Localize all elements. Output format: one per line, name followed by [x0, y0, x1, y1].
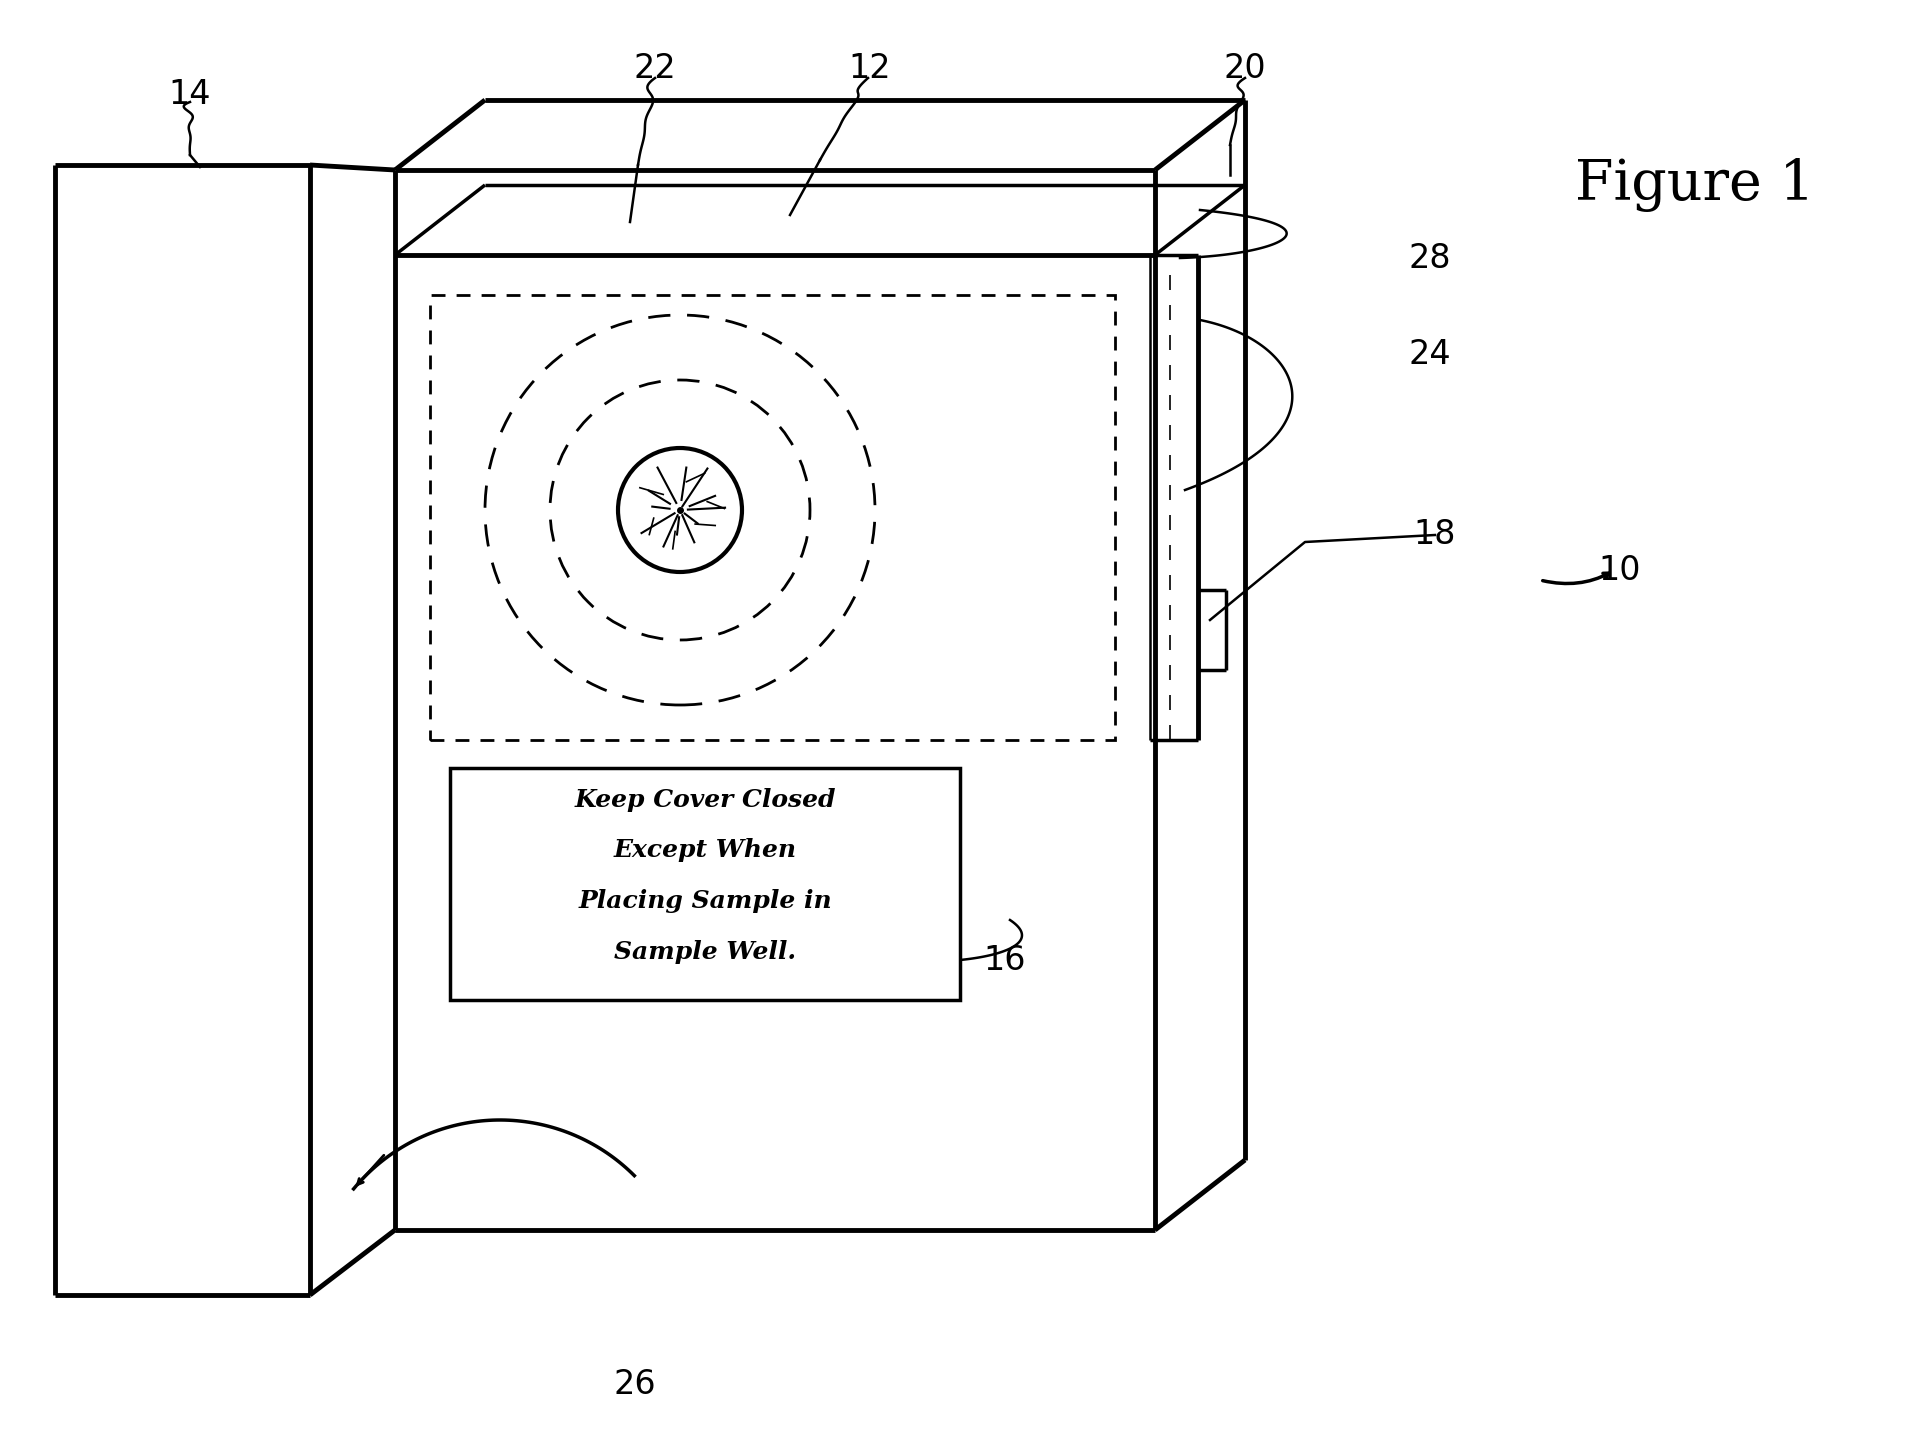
Bar — [449, 767, 960, 1000]
Text: 14: 14 — [169, 79, 211, 112]
Text: 18: 18 — [1414, 518, 1457, 552]
Text: Keep Cover Closed: Keep Cover Closed — [574, 788, 837, 812]
Text: 24: 24 — [1409, 338, 1451, 371]
Text: 10: 10 — [1599, 553, 1641, 587]
Text: Sample Well.: Sample Well. — [614, 939, 796, 964]
Text: 26: 26 — [614, 1369, 656, 1402]
Text: Except When: Except When — [614, 839, 796, 862]
Text: 28: 28 — [1409, 242, 1451, 275]
Text: 12: 12 — [848, 51, 890, 84]
Text: 16: 16 — [984, 943, 1027, 977]
Text: Placing Sample in: Placing Sample in — [578, 890, 831, 913]
Text: 20: 20 — [1224, 51, 1267, 84]
Bar — [430, 296, 1115, 740]
Text: Figure 1: Figure 1 — [1575, 157, 1815, 213]
Text: 22: 22 — [633, 51, 675, 84]
